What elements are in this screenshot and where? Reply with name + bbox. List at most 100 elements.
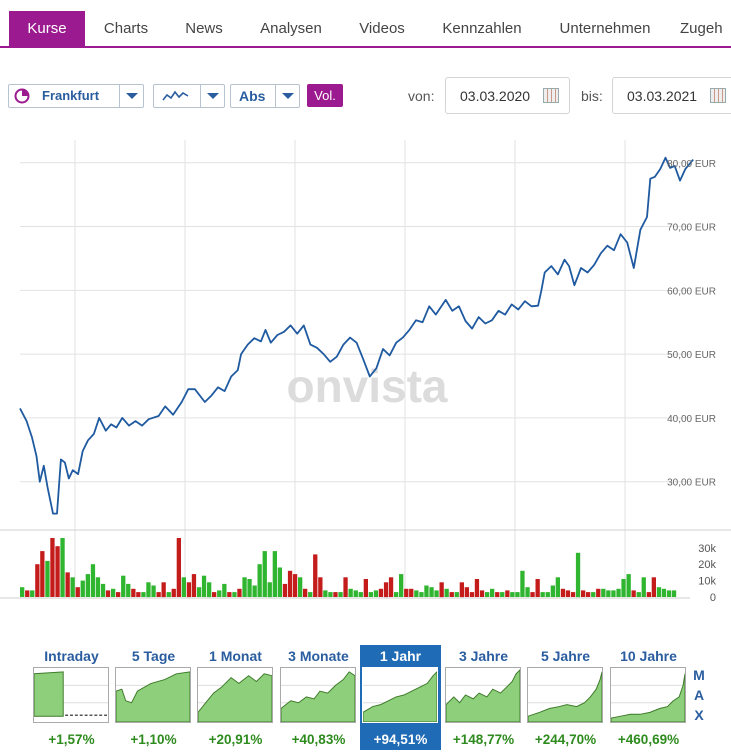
period-label: 10 Jahre — [620, 648, 677, 664]
max-letter: X — [694, 707, 704, 723]
period-tile[interactable]: 1 Jahr +94,51% — [360, 645, 441, 750]
volume-bar — [454, 592, 459, 597]
volume-bar — [25, 590, 30, 597]
volume-bar — [500, 592, 505, 597]
to-date-field[interactable]: 03.03.2021 — [612, 77, 731, 114]
volume-bar — [444, 588, 449, 597]
volume-bar — [30, 590, 35, 597]
volume-bar — [126, 583, 131, 597]
chevron-down-icon — [119, 85, 143, 107]
volume-bar — [207, 582, 212, 598]
volume-bar — [479, 590, 485, 597]
period-label: 1 Monat — [209, 648, 262, 664]
volume-bar — [373, 590, 379, 597]
tab-analysen[interactable]: Analysen — [260, 20, 322, 37]
volume-bar — [424, 585, 429, 597]
volume-bar — [545, 592, 550, 597]
volume-bar — [141, 592, 146, 597]
y-tick-label: 30,00 EUR — [667, 478, 716, 489]
volume-bar — [161, 582, 166, 598]
period-tile[interactable]: 5 Tage +1,10% — [113, 645, 194, 750]
tab-news[interactable]: News — [185, 20, 223, 37]
volume-bar — [469, 592, 475, 597]
tab-kennzahlen[interactable]: Kennzahlen — [442, 20, 522, 37]
period-sparkline — [197, 667, 273, 723]
volume-bar — [565, 590, 571, 597]
volume-bar — [181, 577, 186, 597]
volume-bar — [601, 588, 606, 597]
period-sparkline — [362, 667, 438, 723]
volume-bar — [530, 592, 535, 597]
volume-bar — [105, 590, 111, 597]
period-label: 5 Jahre — [540, 648, 591, 664]
volume-bar — [631, 590, 636, 597]
volume-bar — [257, 564, 262, 597]
tab-videos[interactable]: Videos — [359, 20, 405, 37]
volume-tick-label: 30k — [698, 543, 716, 555]
volume-bar — [515, 592, 520, 597]
volume-bar — [429, 587, 434, 597]
period-performance: +1,57% — [48, 732, 95, 747]
period-tile[interactable]: 3 Jahre +148,77% — [443, 645, 524, 750]
volume-bar — [222, 583, 227, 597]
period-tile[interactable]: 5 Jahre +244,70% — [525, 645, 606, 750]
period-tile[interactable]: Intraday +1,57% — [31, 645, 112, 750]
volume-bar — [540, 592, 545, 597]
volume-bar — [621, 579, 626, 597]
volume-bar — [550, 585, 555, 597]
tab-kurse[interactable]: Kurse — [9, 11, 85, 47]
from-date-field[interactable]: 03.03.2020 — [445, 77, 570, 114]
period-sparkline — [280, 667, 356, 723]
volume-toggle-button[interactable]: Vol. — [307, 84, 343, 107]
volume-bar — [328, 592, 333, 597]
volume-bar — [121, 575, 126, 597]
volume-bar — [363, 579, 368, 597]
volume-bar — [560, 588, 566, 597]
tab-zugehoerige[interactable]: Zugeh — [680, 20, 723, 37]
volume-bar — [90, 564, 96, 597]
volume-bar — [45, 560, 50, 597]
period-label: 3 Jahre — [458, 648, 509, 664]
volume-bar — [176, 538, 181, 597]
period-tile[interactable]: 3 Monate +40,83% — [278, 645, 359, 750]
tab-unternehmen[interactable]: Unternehmen — [559, 20, 651, 37]
volume-bar — [60, 538, 65, 597]
volume-bar — [171, 588, 176, 597]
volume-bar — [636, 592, 641, 597]
volume-bar — [131, 588, 136, 597]
period-tile[interactable]: 1 Monat +20,91% — [195, 645, 276, 750]
volume-bar — [217, 590, 222, 597]
volume-bar — [323, 590, 328, 597]
calendar-icon[interactable] — [710, 88, 726, 103]
y-tick-label: 50,00 EUR — [667, 350, 716, 361]
volume-bar — [303, 588, 308, 597]
volume-bar — [212, 592, 217, 597]
volume-bar — [449, 592, 454, 597]
period-performance: +94,51% — [373, 732, 428, 747]
volume-bar — [505, 590, 510, 597]
exchange-select[interactable]: Frankfurt — [8, 84, 144, 108]
volume-bar — [656, 587, 662, 597]
volume-bar — [358, 592, 363, 597]
period-label: 5 Tage — [131, 648, 176, 664]
volume-bar — [232, 592, 237, 597]
volume-bar — [434, 590, 439, 597]
period-tile[interactable]: 10 Jahre +460,69% — [608, 645, 689, 750]
volume-bar — [50, 538, 55, 597]
chart-type-select[interactable] — [153, 84, 225, 108]
scale-mode-select[interactable]: Abs — [230, 84, 300, 108]
y-tick-label: 60,00 EUR — [667, 286, 716, 297]
volume-bar — [383, 582, 389, 598]
volume-bar — [641, 577, 646, 597]
scale-mode-label: Abs — [239, 88, 266, 104]
calendar-icon[interactable] — [543, 88, 559, 103]
volume-bar — [666, 590, 672, 597]
volume-bar — [186, 582, 192, 598]
period-sparkline — [115, 667, 191, 723]
max-period-button[interactable]: M A X — [690, 665, 708, 725]
tab-charts[interactable]: Charts — [103, 20, 149, 37]
to-date-value: 03.03.2021 — [627, 88, 698, 104]
volume-bar — [409, 588, 414, 597]
volume-bar — [394, 592, 399, 597]
volume-bar — [596, 588, 601, 597]
